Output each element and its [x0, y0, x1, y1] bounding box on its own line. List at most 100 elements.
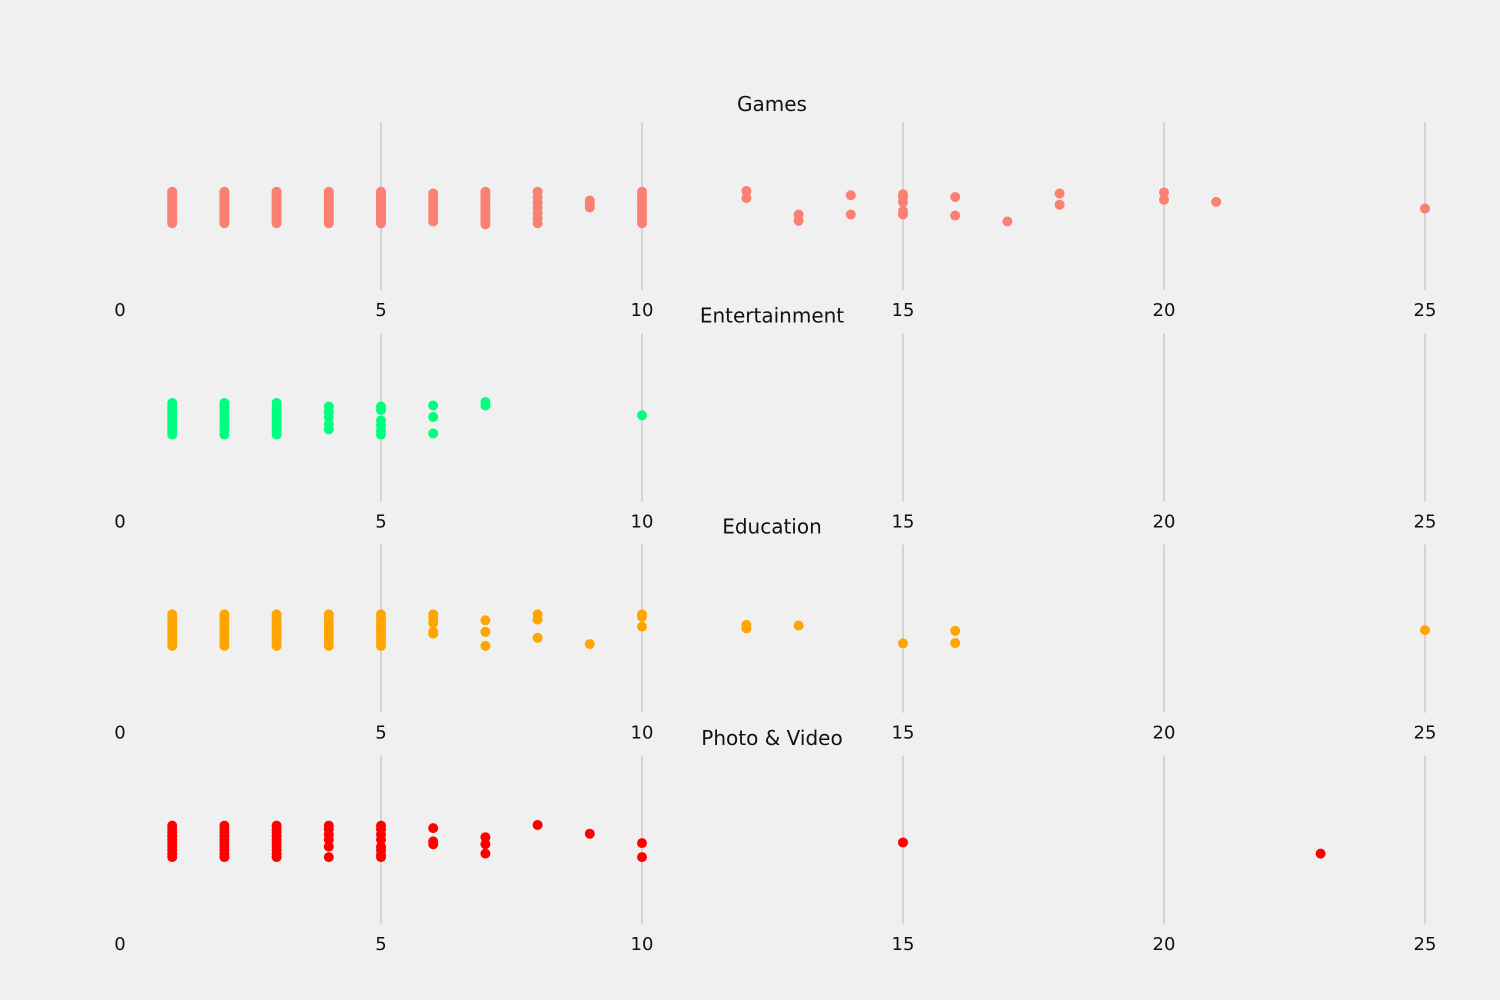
data-point [323, 424, 334, 435]
x-tick-label: 25 [1414, 934, 1437, 955]
data-point [584, 639, 595, 650]
data-point [637, 838, 647, 849]
data-point [480, 848, 491, 859]
data-point [480, 839, 491, 850]
data-point [480, 219, 491, 230]
data-point [898, 837, 908, 848]
panel-1: Entertainment 0 5 10 15 20 25 [114, 303, 1436, 532]
data-point [480, 615, 491, 626]
data-point [793, 620, 804, 631]
data-point [323, 640, 334, 651]
panel-title: Entertainment [700, 303, 844, 327]
data-point [480, 626, 491, 637]
data-point [167, 429, 178, 440]
data-point [741, 193, 752, 204]
x-tick-label: 0 [114, 934, 125, 955]
x-tick-label: 10 [631, 511, 654, 532]
data-point [532, 632, 543, 643]
data-point [428, 628, 439, 639]
data-point [219, 429, 230, 440]
data-point [323, 841, 334, 852]
data-point [532, 218, 543, 229]
x-tick-label: 25 [1414, 511, 1437, 532]
x-tick-label: 25 [1414, 723, 1437, 744]
data-point [950, 192, 961, 202]
x-tick-label: 10 [631, 934, 654, 955]
data-point [845, 209, 856, 220]
data-point [532, 614, 543, 625]
data-point [637, 611, 647, 622]
data-point [323, 218, 334, 229]
x-tick-label: 15 [892, 934, 915, 955]
data-point [741, 623, 752, 634]
panel-2: Education 0 5 10 15 20 25 [114, 515, 1436, 744]
x-tick-label: 0 [114, 723, 125, 744]
data-point [428, 216, 439, 227]
data-point [950, 625, 961, 636]
data-point [167, 218, 178, 229]
data-point [219, 218, 230, 229]
data-point [1420, 203, 1430, 214]
data-point [1211, 196, 1222, 207]
data-point [428, 412, 439, 423]
data-point [950, 638, 961, 649]
x-tick-label: 20 [1153, 934, 1176, 955]
data-point [637, 410, 647, 421]
panels-layer: Games 0 5 10 15 20 25 Entertainment 0 5 10 15 20 25 Ed… [114, 92, 1436, 955]
data-point [167, 852, 178, 863]
data-point [1315, 848, 1326, 859]
panel-0: Games 0 5 10 15 20 25 [114, 92, 1436, 321]
x-tick-label: 0 [114, 511, 125, 532]
data-point [323, 834, 334, 845]
data-point [428, 839, 439, 850]
data-point [637, 218, 647, 229]
data-point [271, 429, 282, 440]
x-tick-label: 10 [631, 300, 654, 321]
data-point [898, 209, 908, 220]
x-tick-label: 15 [892, 723, 915, 744]
x-tick-label: 25 [1414, 300, 1437, 321]
data-point [271, 218, 282, 229]
data-point [219, 852, 230, 863]
data-point [950, 210, 961, 221]
data-point [480, 400, 491, 411]
data-point [637, 852, 647, 863]
x-tick-label: 5 [375, 723, 386, 744]
x-tick-label: 20 [1153, 300, 1176, 321]
data-point [793, 215, 804, 226]
data-point [376, 218, 386, 229]
data-point [376, 429, 386, 440]
data-point [271, 640, 282, 651]
x-tick-label: 5 [375, 300, 386, 321]
panel-title: Games [737, 92, 807, 116]
data-point [428, 428, 439, 439]
data-point [1054, 188, 1065, 199]
data-point [323, 412, 334, 423]
data-point [1002, 216, 1013, 227]
panel-3: Photo & Video 0 5 10 15 20 25 [114, 726, 1436, 955]
x-tick-label: 15 [892, 511, 915, 532]
x-tick-label: 20 [1153, 723, 1176, 744]
data-point [376, 834, 386, 845]
data-point [637, 621, 647, 632]
panel-title: Education [722, 515, 822, 539]
data-point [376, 405, 386, 416]
panel-title: Photo & Video [701, 726, 842, 750]
x-tick-label: 0 [114, 300, 125, 321]
x-tick-label: 20 [1153, 511, 1176, 532]
data-point [1159, 187, 1169, 198]
data-point [1054, 199, 1065, 210]
x-tick-label: 5 [375, 511, 386, 532]
data-point [167, 640, 178, 651]
data-point [898, 638, 908, 649]
data-point [428, 400, 439, 411]
data-point [584, 202, 595, 213]
data-point [376, 640, 386, 651]
data-point [271, 852, 282, 863]
data-point [480, 640, 491, 651]
data-point [323, 852, 334, 863]
data-point [898, 197, 908, 208]
data-point [1159, 194, 1169, 205]
x-tick-label: 5 [375, 934, 386, 955]
